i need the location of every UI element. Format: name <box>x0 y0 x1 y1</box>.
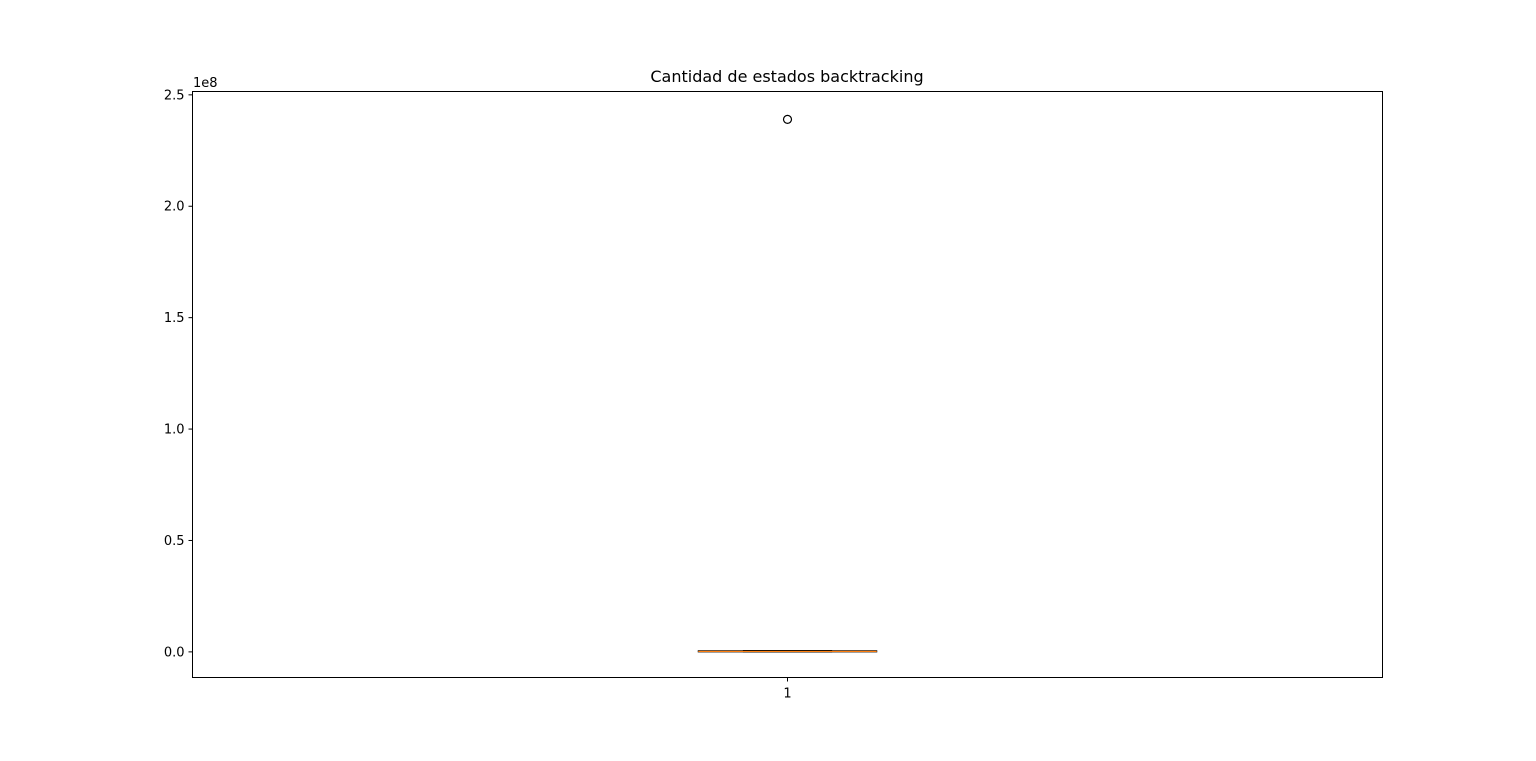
y-tick-label: 1.5 <box>164 311 185 326</box>
outlier-point <box>782 114 793 124</box>
y-tick-label: 1.0 <box>164 423 185 438</box>
y-tick-label: 0.0 <box>164 645 185 660</box>
chart-title: Cantidad de estados backtracking <box>650 67 923 86</box>
y-tick-label: 2.5 <box>164 88 185 103</box>
y-tick-label: 2.0 <box>164 200 185 215</box>
x-tick-label: 1 <box>783 687 791 702</box>
y-tick-label: 0.5 <box>164 534 185 549</box>
y-axis-scale-label: 1e8 <box>193 76 218 91</box>
axes-frame <box>192 91 1383 678</box>
plot-area <box>697 114 878 653</box>
